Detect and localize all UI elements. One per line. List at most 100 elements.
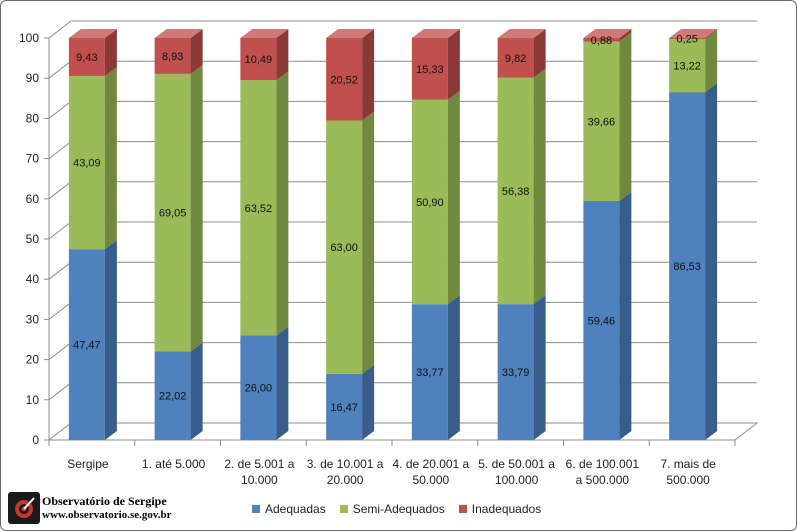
x-tick-label: 100.000 (495, 473, 539, 487)
bar-segment (154, 351, 191, 440)
bar-segment (240, 80, 277, 336)
y-tick-label: 70 (26, 152, 40, 166)
bar-side (362, 29, 375, 121)
bar-segment (240, 37, 277, 81)
x-tick-label: 5. de 50.001 a (478, 457, 555, 471)
data-label: 15,33 (416, 64, 444, 76)
data-label: 16,47 (330, 402, 358, 414)
x-tick-label: 500.000 (666, 473, 710, 487)
chart-legend: Adequadas Semi-Adequados Inadequados (252, 502, 555, 516)
bar-top (240, 28, 289, 38)
bar-top (583, 29, 632, 38)
bar-segment (240, 335, 277, 440)
bar-side (705, 29, 718, 40)
data-label: 63,52 (245, 203, 273, 215)
legend-label: Inadequados (471, 502, 542, 516)
data-label: 0,88 (591, 35, 612, 47)
gridline (48, 20, 757, 39)
bar-top (326, 29, 375, 39)
bar-segment (583, 200, 620, 440)
bar-side (276, 326, 289, 440)
x-tick-label: 3. de 10.001 a (307, 457, 384, 471)
x-tick-label: 2. de 5.001 a (224, 457, 294, 471)
y-tick-label: 30 (26, 312, 40, 326)
data-label: 56,38 (502, 186, 530, 198)
bar-side (276, 28, 289, 81)
x-tick-label: 1. até 5.000 (142, 457, 206, 471)
legend-item: Inadequados (458, 502, 542, 516)
bar-segment (411, 99, 448, 305)
y-tick-label: 20 (26, 353, 40, 367)
x-tick-label: Sergipe (67, 457, 109, 471)
data-label: 33,79 (502, 367, 530, 379)
bar-segment (497, 38, 534, 78)
legend-swatch-inadequados (458, 505, 467, 513)
y-tick-label: 50 (26, 232, 40, 246)
bar-segment (583, 41, 620, 201)
bar-segment (68, 75, 105, 250)
bar-side (104, 29, 117, 76)
bar-segment (326, 373, 363, 440)
bar-side (619, 29, 632, 42)
data-label: 47,47 (73, 340, 101, 352)
x-tick-label: 7. mais de (660, 457, 716, 471)
bar-side (447, 90, 460, 305)
data-label: 22,02 (159, 391, 187, 403)
bar-segment (583, 38, 620, 42)
data-label: 39,66 (588, 116, 616, 128)
logo-title: Observatório de Sergipe (42, 494, 167, 508)
data-label: 43,09 (73, 158, 101, 170)
bar-segment (68, 249, 105, 440)
y-tick-label: 60 (26, 192, 40, 206)
data-label: 86,53 (673, 261, 701, 273)
bar-top (154, 29, 203, 38)
bar-segment (326, 38, 363, 121)
bar-side (619, 32, 632, 201)
bar-segment (669, 92, 706, 440)
bar-side (705, 83, 718, 440)
bar-top (411, 29, 460, 38)
bar-side (447, 29, 460, 100)
bar-top (497, 29, 546, 39)
bar-segment (411, 304, 448, 440)
bar-segment (326, 120, 363, 374)
x-tick-label: 6. de 100.001 (566, 457, 640, 471)
y-tick-label: 80 (26, 111, 40, 125)
data-label: 26,00 (245, 383, 273, 395)
bar-side (190, 29, 203, 74)
bar-side (362, 364, 375, 440)
bar-segment (411, 38, 448, 100)
bar-segment (497, 304, 534, 440)
data-label: 33,77 (416, 367, 444, 379)
observatorio-logo-icon (8, 492, 40, 524)
legend-swatch-semi-adequados (339, 505, 348, 513)
data-label: 0,25 (676, 34, 697, 46)
y-tick-label: 40 (26, 272, 40, 286)
bar-side (619, 191, 632, 440)
bar-side (190, 342, 203, 440)
bar-side (533, 29, 546, 78)
x-tick-label: 20.000 (327, 473, 364, 487)
data-label: 8,93 (162, 51, 183, 63)
bar-segment (68, 38, 105, 76)
y-tick-label: 10 (26, 393, 40, 407)
bar-segment (669, 39, 706, 93)
legend-label: Semi-Adequados (352, 502, 445, 516)
bar-top (669, 29, 718, 38)
bar-side (104, 66, 117, 250)
bar-side (705, 30, 718, 93)
bar-segment (154, 38, 191, 74)
x-tick-label: a 500.000 (576, 473, 630, 487)
bar-top (68, 29, 117, 39)
legend-item: Adequadas (252, 502, 326, 516)
bar-side (276, 71, 289, 336)
bar-side (533, 68, 546, 305)
bar-side (190, 64, 203, 352)
data-label: 20,52 (330, 74, 358, 86)
data-label: 50,90 (416, 197, 444, 209)
data-label: 59,46 (588, 315, 616, 327)
bar-segment (497, 77, 534, 305)
data-label: 9,43 (76, 52, 97, 64)
data-label: 10,49 (245, 54, 273, 66)
